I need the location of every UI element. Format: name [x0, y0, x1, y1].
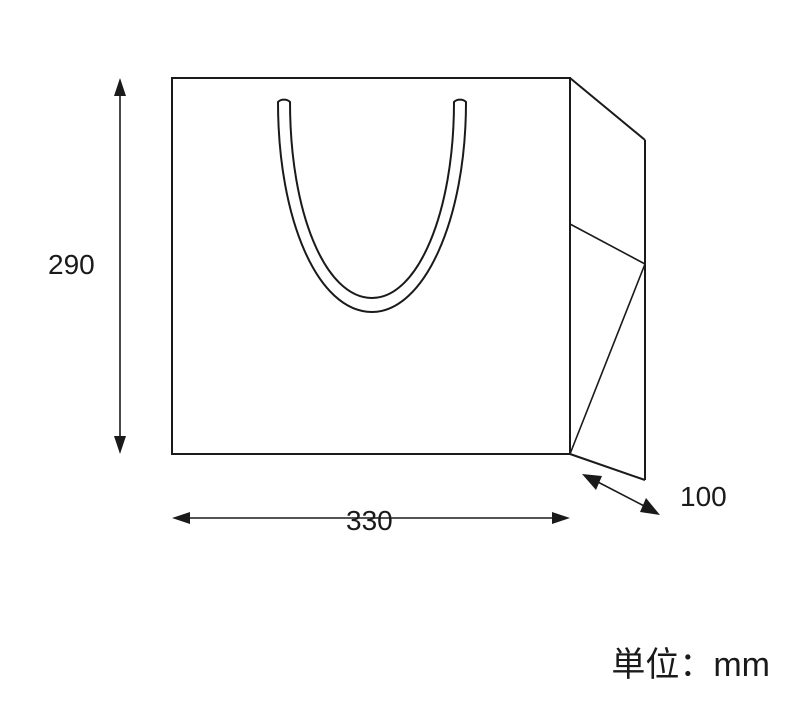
bag-front-face	[172, 78, 570, 454]
unit-label: 単位：mm	[611, 646, 770, 684]
dimension-depth: 100	[582, 474, 727, 515]
dimension-depth-label: 100	[680, 481, 727, 512]
bag-dimension-diagram: 290 330 100 単位：mm	[0, 0, 800, 716]
bag-side-top-edge	[570, 78, 645, 140]
dimension-height-label: 290	[48, 249, 95, 280]
dimension-height: 290	[48, 78, 126, 454]
bag-handle-cap-right	[454, 100, 466, 102]
bag-handle-outer	[278, 102, 466, 312]
bag-side-fold-diag	[570, 264, 645, 454]
dimension-width: 330	[172, 505, 570, 536]
dimension-width-label: 330	[346, 505, 393, 536]
bag-side-bottom-edge	[570, 454, 645, 480]
bag-handle-cap-left	[278, 100, 290, 102]
bag-side-fold-top	[570, 224, 645, 264]
